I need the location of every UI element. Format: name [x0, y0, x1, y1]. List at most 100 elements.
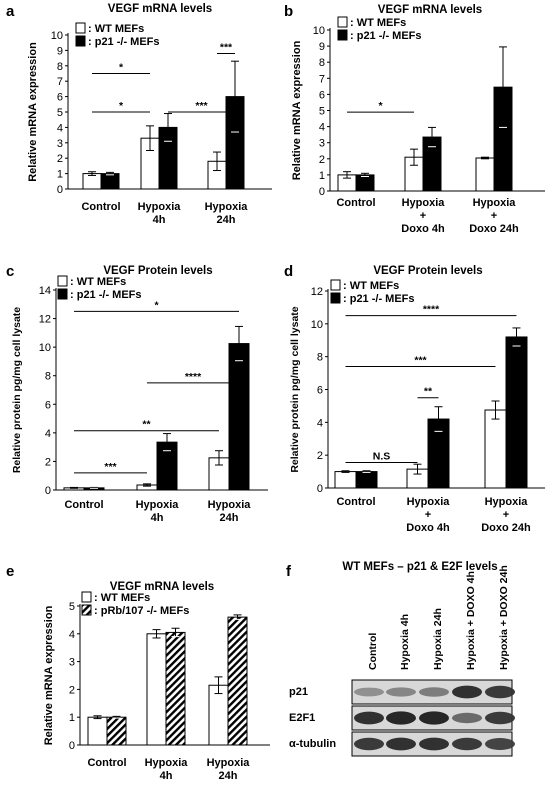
x-category-label: 24h: [219, 770, 238, 782]
panel-letter-f: f: [286, 563, 292, 580]
legend-label: : WT MEFs: [88, 23, 144, 35]
x-category-label: Hypoxia: [208, 499, 252, 511]
bar-wt: [146, 633, 167, 746]
x-category-label: +: [491, 210, 497, 222]
bar-wt: [484, 409, 507, 489]
y-tick-label: 0: [317, 483, 323, 495]
x-category-label: Hypoxia: [407, 496, 451, 508]
blot-band: [386, 737, 416, 751]
y-axis-label: Relative mRNA expression: [43, 605, 55, 745]
legend-label: : p21 -/- MEFs: [343, 293, 415, 305]
chart-title: VEGF mRNA levels: [110, 581, 214, 593]
y-tick-label: 4: [319, 122, 325, 134]
panel-letter-c: c: [6, 263, 14, 280]
x-category-label: Hypoxia: [145, 757, 189, 769]
bar-ko: [100, 173, 120, 190]
y-tick-label: 8: [317, 352, 323, 364]
bar-ko: [165, 631, 186, 746]
y-axis-label: Relative protein pg/mg cell lysate: [11, 307, 23, 473]
bar-wt: [208, 684, 229, 746]
y-tick-label: 6: [57, 92, 63, 104]
panel-letter-a: a: [6, 3, 15, 20]
legend-swatch: [75, 35, 86, 47]
panel-letter-e: e: [6, 563, 14, 580]
legend-swatch: [337, 29, 348, 41]
y-tick-label: 5: [319, 106, 325, 118]
legend-label: : p21 -/- MEFs: [70, 289, 142, 301]
legend-swatch: [81, 591, 92, 603]
y-tick-label: 4: [45, 428, 51, 440]
chart-panel-b: VEGF mRNA levels Relative mRNA expression…: [291, 4, 545, 235]
chart-title: VEGF mRNA levels: [378, 4, 482, 16]
bar-wt: [334, 471, 357, 489]
y-tick-label: 1: [69, 712, 75, 724]
x-category-label: +: [425, 509, 431, 521]
y-tick-label: 0: [57, 184, 63, 196]
blot-band: [354, 711, 384, 725]
blot-band: [419, 711, 449, 725]
x-category-label: Hypoxia: [402, 197, 446, 209]
legend-swatch: [75, 22, 86, 34]
y-tick-label: 1: [319, 170, 325, 182]
y-tick-label: 7: [319, 73, 325, 85]
y-tick-label: 3: [57, 138, 63, 150]
y-tick-label: 0: [45, 485, 51, 497]
y-tick-label: 12: [311, 286, 323, 298]
legend-swatch: [330, 279, 341, 291]
x-category-label: Control: [336, 197, 375, 209]
x-category-label: 24h: [220, 512, 239, 524]
legend-swatch: [57, 275, 68, 287]
bar-wt: [87, 716, 108, 746]
y-tick-label: 2: [319, 154, 325, 166]
y-tick-label: 9: [57, 45, 63, 57]
legend-label: : WT MEFs: [70, 276, 126, 288]
y-tick-label: 4: [69, 629, 75, 641]
x-category-label: Hypoxia: [473, 197, 517, 209]
blot-title: WT MEFs – p21 & E2F levels: [342, 561, 497, 573]
blot-band: [386, 711, 416, 725]
y-tick-label: 7: [57, 76, 63, 88]
x-category-label: Doxo 24h: [481, 522, 531, 534]
x-category-label: +: [503, 509, 509, 521]
y-tick-label: 10: [39, 342, 51, 354]
legend-label: : WT MEFs: [94, 592, 150, 604]
y-tick-label: 12: [39, 314, 51, 326]
x-category-label: 4h: [151, 512, 164, 524]
x-category-label: Hypoxia: [485, 496, 529, 508]
legend-label: : p21 -/- MEFs: [350, 30, 422, 42]
significance-label: ****: [423, 304, 440, 316]
y-tick-label: 5: [69, 601, 75, 613]
blot-lane-label: Control: [367, 633, 379, 670]
x-category-label: 24h: [217, 214, 236, 226]
y-tick-label: 10: [311, 319, 323, 331]
significance-label: N.S: [373, 451, 391, 463]
significance-label: ***: [220, 41, 233, 53]
blot-lane-labels: Control Hypoxia 4h Hypoxia 24h Hypoxia + DO…: [367, 565, 510, 670]
y-tick-label: 0: [69, 740, 75, 752]
significance-label: *: [119, 62, 124, 74]
y-tick-label: 10: [51, 30, 63, 42]
x-category-label: 4h: [153, 214, 166, 226]
bar-ko: [355, 471, 378, 489]
chart-panel-a: VEGF mRNA levels Relative mRNA expression…: [27, 3, 272, 226]
blot-lane-label: Hypoxia + DOXO 24h: [498, 565, 510, 670]
blot-band: [485, 711, 515, 725]
y-tick-label: 10: [313, 25, 325, 37]
blot-band: [419, 687, 449, 697]
chart-panel-c: VEGF Protein levels Relative protein pg/m…: [11, 265, 268, 524]
y-tick-label: 2: [317, 450, 323, 462]
significance-label: *: [378, 100, 383, 112]
y-tick-label: 8: [319, 57, 325, 69]
y-tick-label: 14: [39, 285, 51, 297]
legend-label: : WT MEFs: [350, 17, 406, 29]
y-tick-label: 4: [317, 417, 323, 429]
x-category-label: +: [420, 210, 426, 222]
y-tick-label: 6: [319, 89, 325, 101]
y-tick-label: 3: [69, 657, 75, 669]
y-axis-label: Relative protein pg/mg cell lysate: [289, 306, 301, 472]
chart-title: VEGF Protein levels: [103, 265, 212, 277]
y-tick-label: 6: [317, 385, 323, 397]
x-category-label: Control: [81, 201, 120, 213]
y-tick-label: 6: [45, 399, 51, 411]
